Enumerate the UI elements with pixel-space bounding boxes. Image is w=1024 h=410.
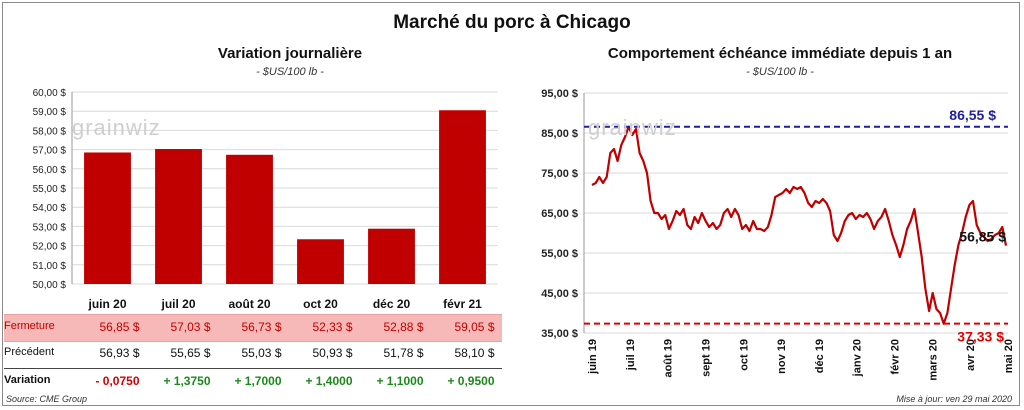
line-x-tick-label: avr 20 bbox=[965, 339, 977, 371]
bar-x-tick-label: août 20 bbox=[228, 297, 270, 311]
line-y-tick-label: 65,00 $ bbox=[541, 208, 578, 220]
outer-frame bbox=[2, 2, 1020, 406]
line-y-tick-label: 85,00 $ bbox=[541, 128, 578, 140]
precedent-value: 51,78 $ bbox=[383, 346, 424, 360]
line-x-tick-label: août 19 bbox=[663, 339, 675, 378]
fermeture-label: Fermeture bbox=[4, 320, 55, 332]
variation-value: + 1,4000 bbox=[305, 374, 353, 388]
line-x-tick-label: mai 20 bbox=[1003, 339, 1015, 373]
price-series-line bbox=[591, 125, 1008, 325]
bar bbox=[226, 154, 273, 284]
fermeture-value: 56,85 $ bbox=[99, 320, 140, 334]
bar-chart: 50,00 $ 51,00 $ 52,00 $ 53,00 $ 54,00 $ 55,00… bbox=[33, 88, 498, 311]
line-chart: 35,00 $ 45,00 $ 55,00 $ 65,00 $ 75,00 $ 85,00… bbox=[541, 88, 1015, 381]
low-label: 37,33 $ bbox=[957, 329, 1004, 345]
watermark-right: grainwiz bbox=[588, 115, 677, 140]
last-value-label: 56,85 $ bbox=[959, 229, 1006, 245]
line-y-tick-label: 75,00 $ bbox=[541, 168, 578, 180]
line-x-tick-label: juil 19 bbox=[625, 339, 637, 371]
bar-y-tick-label: 52,00 $ bbox=[33, 242, 67, 253]
line-x-tick-label: févr 20 bbox=[890, 339, 902, 374]
fermeture-value: 52,88 $ bbox=[383, 320, 424, 334]
table-row-fermeture: Fermeture 56,85 $ 57,03 $ 56,73 $ 52,33 $ 52… bbox=[4, 314, 502, 342]
right-chart-title: Comportement échéance immédiate depuis 1… bbox=[607, 45, 953, 62]
line-x-tick-label: juin 19 bbox=[587, 339, 599, 375]
bar-x-tick-label: oct 20 bbox=[303, 297, 338, 311]
fermeture-value: 52,33 $ bbox=[312, 320, 353, 334]
bar-x-tick-label: déc 20 bbox=[373, 297, 411, 311]
fermeture-value: 57,03 $ bbox=[170, 320, 211, 334]
table-row-precedent: Précédent 56,93 $ 55,65 $ 55,03 $ 50,93 $ 51… bbox=[4, 341, 502, 367]
bar-y-tick-label: 56,00 $ bbox=[33, 165, 67, 176]
high-label: 86,55 $ bbox=[949, 107, 996, 123]
bar-x-tick-label: juin 20 bbox=[87, 297, 126, 311]
bar bbox=[439, 110, 486, 285]
bar-y-tick-label: 51,00 $ bbox=[33, 261, 67, 272]
fermeture-value: 56,73 $ bbox=[241, 320, 282, 334]
line-y-tick-label: 55,00 $ bbox=[541, 248, 578, 260]
bar-y-tick-label: 59,00 $ bbox=[33, 107, 67, 118]
page-title: Marché du porc à Chicago bbox=[393, 12, 631, 33]
left-chart-title: Variation journalière bbox=[217, 45, 363, 62]
bar-y-tick-label: 50,00 $ bbox=[33, 280, 67, 291]
line-y-tick-label: 35,00 $ bbox=[541, 328, 578, 340]
precedent-value: 50,93 $ bbox=[312, 346, 353, 360]
precedent-label: Précédent bbox=[4, 346, 55, 358]
variation-value: + 1,7000 bbox=[234, 374, 282, 388]
variation-value: + 1,3750 bbox=[163, 374, 211, 388]
bar bbox=[84, 152, 131, 284]
precedent-value: 56,93 $ bbox=[99, 346, 140, 360]
variation-value: - 0,0750 bbox=[95, 374, 140, 388]
bar-y-tick-label: 60,00 $ bbox=[33, 88, 67, 99]
fermeture-value: 59,05 $ bbox=[454, 320, 495, 334]
variation-value: + 1,1000 bbox=[376, 374, 424, 388]
line-x-tick-label: sept 19 bbox=[700, 339, 712, 377]
left-chart-unit: - $US/100 lb - bbox=[256, 66, 324, 78]
bar-x-tick-label: juil 20 bbox=[160, 297, 195, 311]
source-note: Source: CME Group bbox=[6, 394, 88, 404]
bar-x-tick-label: févr 21 bbox=[443, 297, 482, 311]
watermark-left: grainwiz bbox=[72, 115, 161, 140]
bar bbox=[155, 149, 202, 284]
line-x-tick-label: déc 19 bbox=[814, 339, 826, 373]
line-x-tick-label: janv 20 bbox=[852, 339, 864, 377]
line-y-tick-label: 95,00 $ bbox=[541, 88, 578, 100]
update-note: Mise à jour: ven 29 mai 2020 bbox=[896, 394, 1012, 404]
line-x-tick-label: oct 19 bbox=[738, 339, 750, 371]
precedent-value: 58,10 $ bbox=[454, 346, 495, 360]
bar-y-tick-label: 54,00 $ bbox=[33, 203, 67, 214]
line-y-tick-label: 45,00 $ bbox=[541, 288, 578, 300]
bar-y-tick-label: 58,00 $ bbox=[33, 126, 67, 137]
line-x-tick-label: nov 19 bbox=[776, 339, 788, 374]
table-row-variation: Variation - 0,0750 + 1,3750 + 1,7000 + 1,40… bbox=[4, 368, 502, 395]
bar-y-tick-label: 57,00 $ bbox=[33, 146, 67, 157]
precedent-value: 55,65 $ bbox=[170, 346, 211, 360]
bar bbox=[368, 228, 415, 284]
bar-y-tick-label: 53,00 $ bbox=[33, 222, 67, 233]
bar bbox=[297, 239, 344, 284]
variation-value: + 0,9500 bbox=[447, 374, 495, 388]
right-chart-unit: - $US/100 lb - bbox=[746, 66, 814, 78]
line-x-tick-label: mars 20 bbox=[927, 339, 939, 381]
variation-label: Variation bbox=[4, 374, 51, 386]
precedent-value: 55,03 $ bbox=[241, 346, 282, 360]
bar-y-tick-label: 55,00 $ bbox=[33, 184, 67, 195]
